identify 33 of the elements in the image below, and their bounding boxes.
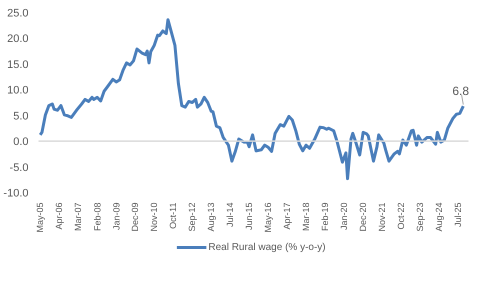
x-tick-label: Feb-19 xyxy=(320,202,330,232)
legend-label: Real Rural wage (% y-o-y) xyxy=(208,242,326,252)
x-tick-label: Jul-25 xyxy=(453,202,464,228)
x-tick-label: Jul-14 xyxy=(225,202,236,228)
x-tick-label: Dec-09 xyxy=(130,202,140,232)
x-tick-label: Mar-18 xyxy=(301,202,312,232)
y-tick-label: 10.0 xyxy=(7,84,29,97)
x-tick-label: Mar-07 xyxy=(73,202,84,232)
y-tick-label: 5.0 xyxy=(13,110,29,122)
y-tick-label: -10.0 xyxy=(3,188,29,200)
x-tick-label: Jan-09 xyxy=(111,202,122,230)
y-tick-label: 15.0 xyxy=(7,58,29,71)
x-tick-label: Feb-08 xyxy=(92,202,102,232)
x-tick-label: Nov-10 xyxy=(149,202,160,232)
x-tick-label: Aug-13 xyxy=(206,202,216,232)
annotation: 6.8 xyxy=(452,84,470,98)
x-tick-label: Sep-23 xyxy=(415,202,426,232)
x-tick-label: Oct-22 xyxy=(396,202,406,230)
x-tick-label: May-16 xyxy=(263,202,274,233)
x-tick-label: Aug-24 xyxy=(434,202,444,232)
x-tick-label: Nov-21 xyxy=(377,202,388,232)
y-tick-label: 20.0 xyxy=(7,33,29,46)
x-tick-label: Oct-11 xyxy=(168,202,178,229)
x-tick-label: Jan-20 xyxy=(339,202,350,230)
y-tick-label: 25.0 xyxy=(7,8,29,20)
y-tick-label: 0.0 xyxy=(13,136,29,148)
x-tick-label: Sep-12 xyxy=(187,202,198,232)
x-tick-label: Apr-06 xyxy=(54,202,64,230)
y-tick-label: -5.0 xyxy=(10,162,29,174)
x-tick-label: Dec-20 xyxy=(358,202,368,232)
x-tick-label: Apr-17 xyxy=(282,202,292,230)
x-tick-label: May-05 xyxy=(35,202,46,233)
x-tick-label: Jun-15 xyxy=(244,202,254,230)
